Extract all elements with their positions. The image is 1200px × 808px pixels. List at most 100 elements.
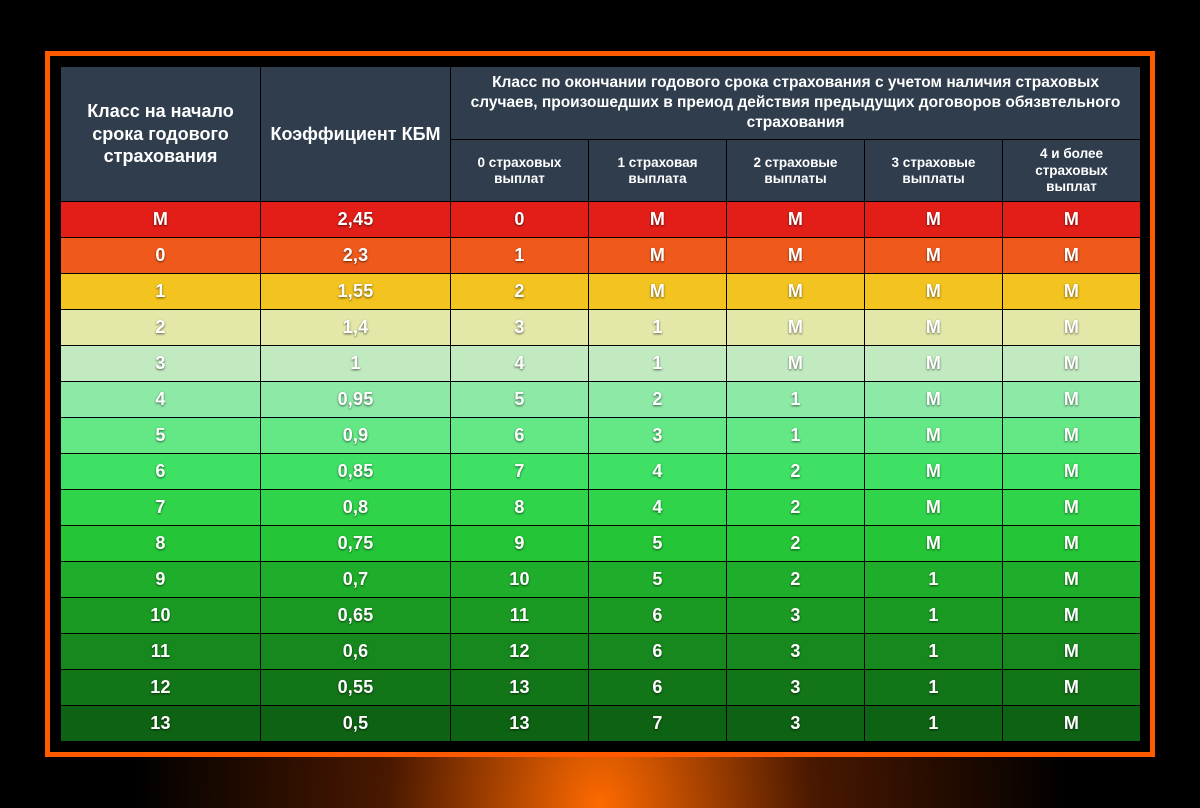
cell-kbm: 0,85 <box>261 453 451 489</box>
cell-class: 5 <box>61 417 261 453</box>
cell-payout: М <box>865 273 1003 309</box>
cell-class: 8 <box>61 525 261 561</box>
cell-class: М <box>61 201 261 237</box>
table-frame: Класс на начало срока годового страхован… <box>45 51 1155 757</box>
cell-payout: 2 <box>589 381 727 417</box>
cell-payout: 1 <box>451 237 589 273</box>
cell-class: 11 <box>61 633 261 669</box>
header-sub-0: 0 страховых выплат <box>451 140 589 202</box>
cell-kbm: 0,5 <box>261 705 451 741</box>
header-span: Класс по окончании годового срока страхо… <box>451 67 1141 140</box>
cell-payout: 2 <box>451 273 589 309</box>
table-row: 40,95521ММ <box>61 381 1141 417</box>
cell-payout: 1 <box>865 705 1003 741</box>
cell-payout: 1 <box>589 345 727 381</box>
cell-payout: М <box>589 273 727 309</box>
cell-payout: 4 <box>451 345 589 381</box>
cell-payout: М <box>727 237 865 273</box>
cell-payout: М <box>589 237 727 273</box>
cell-payout: 7 <box>589 705 727 741</box>
cell-payout: 0 <box>451 201 589 237</box>
cell-payout: 6 <box>451 417 589 453</box>
cell-payout: М <box>1003 201 1141 237</box>
cell-payout: 13 <box>451 669 589 705</box>
cell-payout: 3 <box>727 597 865 633</box>
cell-kbm: 0,8 <box>261 489 451 525</box>
cell-payout: М <box>1003 705 1141 741</box>
cell-payout: 13 <box>451 705 589 741</box>
cell-payout: М <box>1003 237 1141 273</box>
cell-kbm: 2,45 <box>261 201 451 237</box>
cell-payout: 2 <box>727 561 865 597</box>
cell-payout: М <box>727 201 865 237</box>
table-row: 50,9631ММ <box>61 417 1141 453</box>
cell-class: 10 <box>61 597 261 633</box>
cell-payout: 3 <box>727 633 865 669</box>
table-header: Класс на начало срока годового страхован… <box>61 67 1141 202</box>
cell-payout: М <box>1003 345 1141 381</box>
cell-payout: 9 <box>451 525 589 561</box>
cell-payout: 1 <box>589 309 727 345</box>
cell-kbm: 0,65 <box>261 597 451 633</box>
cell-kbm: 1 <box>261 345 451 381</box>
header-class-start: Класс на начало срока годового страхован… <box>61 67 261 202</box>
header-kbm: Коэффициент КБМ <box>261 67 451 202</box>
table-row: 80,75952ММ <box>61 525 1141 561</box>
cell-payout: 5 <box>451 381 589 417</box>
cell-class: 3 <box>61 345 261 381</box>
cell-payout: 2 <box>727 525 865 561</box>
cell-kbm: 0,9 <box>261 417 451 453</box>
table-row: 110,612631М <box>61 633 1141 669</box>
cell-kbm: 0,6 <box>261 633 451 669</box>
cell-class: 1 <box>61 273 261 309</box>
table-row: 120,5513631М <box>61 669 1141 705</box>
cell-payout: М <box>865 201 1003 237</box>
cell-payout: 6 <box>589 633 727 669</box>
table-row: 90,710521М <box>61 561 1141 597</box>
table-row: 130,513731М <box>61 705 1141 741</box>
header-sub-2: 2 страховые выплаты <box>727 140 865 202</box>
cell-class: 7 <box>61 489 261 525</box>
table-row: 60,85742ММ <box>61 453 1141 489</box>
cell-payout: 3 <box>589 417 727 453</box>
cell-payout: М <box>1003 561 1141 597</box>
cell-class: 2 <box>61 309 261 345</box>
table-row: 02,31ММММ <box>61 237 1141 273</box>
cell-payout: М <box>1003 669 1141 705</box>
cell-payout: М <box>1003 273 1141 309</box>
cell-payout: 3 <box>727 705 865 741</box>
cell-payout: М <box>727 345 865 381</box>
cell-payout: М <box>1003 525 1141 561</box>
table-row: 11,552ММММ <box>61 273 1141 309</box>
cell-payout: 5 <box>589 561 727 597</box>
cell-class: 12 <box>61 669 261 705</box>
table-row: 70,8842ММ <box>61 489 1141 525</box>
cell-payout: М <box>727 309 865 345</box>
cell-payout: 1 <box>865 597 1003 633</box>
cell-payout: 6 <box>589 597 727 633</box>
cell-payout: М <box>865 417 1003 453</box>
cell-payout: М <box>865 381 1003 417</box>
cell-kbm: 1,4 <box>261 309 451 345</box>
cell-payout: М <box>1003 417 1141 453</box>
table-row: М2,450ММММ <box>61 201 1141 237</box>
cell-payout: М <box>865 453 1003 489</box>
cell-payout: М <box>865 345 1003 381</box>
cell-payout: М <box>1003 489 1141 525</box>
cell-payout: М <box>865 489 1003 525</box>
header-sub-3: 3 страховые выплаты <box>865 140 1003 202</box>
cell-payout: 3 <box>727 669 865 705</box>
cell-payout: М <box>1003 453 1141 489</box>
cell-payout: 3 <box>451 309 589 345</box>
cell-payout: 4 <box>589 489 727 525</box>
cell-payout: 1 <box>865 633 1003 669</box>
cell-class: 13 <box>61 705 261 741</box>
cell-payout: 1 <box>865 561 1003 597</box>
cell-payout: 2 <box>727 489 865 525</box>
cell-class: 4 <box>61 381 261 417</box>
cell-payout: М <box>727 273 865 309</box>
cell-payout: 8 <box>451 489 589 525</box>
cell-payout: М <box>865 237 1003 273</box>
cell-class: 6 <box>61 453 261 489</box>
cell-kbm: 1,55 <box>261 273 451 309</box>
